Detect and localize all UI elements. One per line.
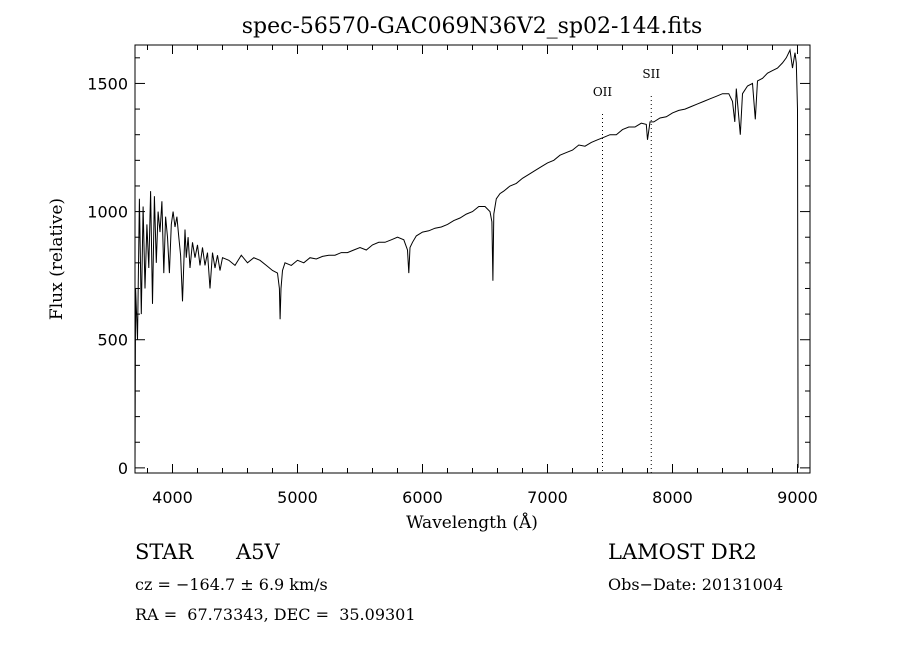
y-tick-label: 1000: [87, 203, 128, 222]
line-marker-layer: OII SII: [593, 67, 660, 473]
observation-date: Obs−Date: 20131004: [608, 575, 784, 594]
object-subclass: A5V: [236, 540, 280, 564]
y-tick-label: 0: [118, 459, 128, 478]
x-tick-label: 6000: [402, 488, 443, 507]
spectrum-series-line: [134, 48, 799, 468]
axis-ticks: 4000 5000 6000 7000 8000 9000 0 500 1000 1500: [87, 45, 818, 507]
x-tick-label: 5000: [277, 488, 318, 507]
coordinates: RA = 67.73343, DEC = 35.09301: [135, 605, 416, 624]
x-axis-label: Wavelength (Å): [406, 512, 538, 533]
x-tick-label: 7000: [527, 488, 568, 507]
survey-name: LAMOST DR2: [608, 540, 757, 564]
x-tick-label: 9000: [777, 488, 818, 507]
line-marker-label-oii: OII: [593, 85, 613, 99]
line-marker-label-sii: SII: [642, 67, 660, 81]
plot-frame: [134, 44, 811, 474]
y-axis-label: Flux (relative): [47, 198, 67, 320]
y-tick-label: 1500: [87, 74, 128, 93]
x-tick-label: 4000: [152, 488, 193, 507]
chart-title: spec-56570-GAC069N36V2_sp02-144.fits: [242, 14, 703, 39]
redshift-value: cz = −164.7 ± 6.9 km/s: [135, 575, 328, 594]
y-tick-label: 500: [97, 331, 128, 350]
object-type: STAR: [135, 540, 194, 564]
x-tick-label: 8000: [652, 488, 693, 507]
